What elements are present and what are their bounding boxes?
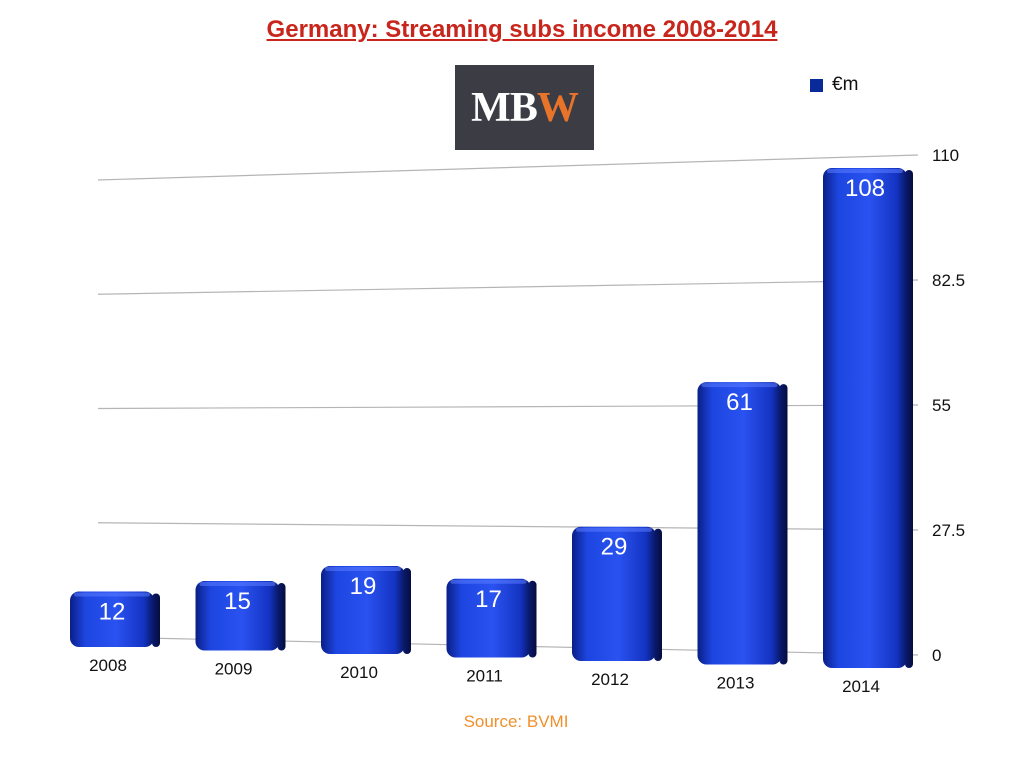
legend: €m xyxy=(810,74,858,96)
legend-swatch xyxy=(810,78,823,92)
bar-group-2012: 29 xyxy=(572,526,662,661)
y-tick-label-1: 27.5 xyxy=(932,521,965,540)
mbw-logo: MB W xyxy=(455,65,594,150)
bar-highlight-2008 xyxy=(74,592,150,597)
x-category-label-2012: 2012 xyxy=(591,670,629,689)
bar-group-2008: 12 xyxy=(70,591,160,647)
bar-2009 xyxy=(195,581,280,651)
bar-highlight-2014 xyxy=(827,168,903,173)
x-category-label-2010: 2010 xyxy=(340,663,378,682)
bar-group-2011: 17 xyxy=(446,578,537,658)
bar-value-label-2010: 19 xyxy=(350,573,377,600)
logo-text-w: W xyxy=(536,84,579,131)
bar-2013 xyxy=(697,382,782,665)
x-category-label-2008: 2008 xyxy=(89,656,127,675)
bar-2010 xyxy=(321,566,405,654)
bar-value-label-2008: 12 xyxy=(99,598,126,625)
y-tick-label-0: 0 xyxy=(932,646,941,665)
chart-title: Germany: Streaming subs income 2008-2014 xyxy=(266,16,778,43)
x-category-label-2009: 2009 xyxy=(215,660,253,679)
gridline-3 xyxy=(97,279,919,295)
x-category-label-2014: 2014 xyxy=(842,677,880,696)
bar-highlight-2012 xyxy=(576,527,652,532)
bar-highlight-2013 xyxy=(701,383,778,388)
bar-2011 xyxy=(446,578,531,658)
y-tick-label-4: 110 xyxy=(932,146,959,165)
gridline-2 xyxy=(97,404,919,410)
category-labels-layer: 2008 2009 2010 2011 2012 2013 2014 xyxy=(89,656,880,696)
legend-label: €m xyxy=(832,74,859,95)
bars-layer: 12 15 19 17 29 61 108 xyxy=(70,167,913,668)
gridline-1 xyxy=(97,522,919,531)
x-category-label-2011: 2011 xyxy=(466,667,503,686)
bar-group-2009: 15 xyxy=(195,581,286,651)
bar-2012 xyxy=(572,526,656,661)
bar-group-2014: 108 xyxy=(823,167,913,668)
bar-highlight-2010 xyxy=(325,567,401,572)
bar-2008 xyxy=(70,591,154,647)
bar-value-label-2014: 108 xyxy=(845,175,885,202)
bar-highlight-2009 xyxy=(199,582,276,587)
bar-group-2010: 19 xyxy=(321,566,411,654)
bar-value-label-2011: 17 xyxy=(475,586,502,613)
bar-group-2013: 61 xyxy=(697,382,788,665)
bar-highlight-2011 xyxy=(450,579,527,584)
gridline-4 xyxy=(97,154,919,181)
x-category-label-2013: 2013 xyxy=(717,674,755,693)
bar-value-label-2012: 29 xyxy=(601,534,628,561)
bar-value-label-2009: 15 xyxy=(224,588,251,615)
y-tick-label-2: 55 xyxy=(932,396,951,415)
logo-text-mb: MB xyxy=(471,84,538,131)
source-note: Source: BVMI xyxy=(463,712,569,731)
bar-2014 xyxy=(823,167,907,668)
bar-value-label-2013: 61 xyxy=(726,389,753,416)
y-tick-label-3: 82.5 xyxy=(932,271,965,290)
ticks-layer: 0 27.5 55 82.5 110 xyxy=(932,146,965,665)
